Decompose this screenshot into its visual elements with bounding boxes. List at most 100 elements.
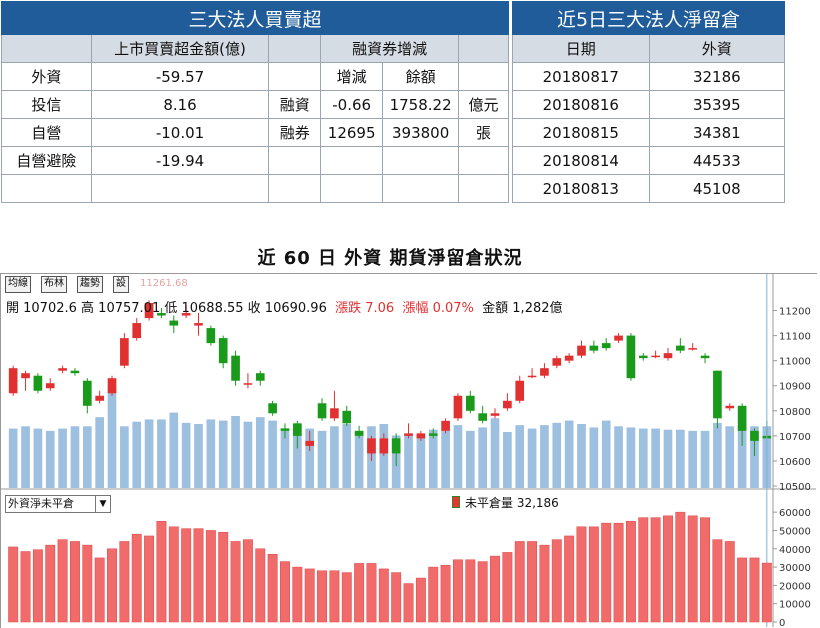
oi-bar [588, 526, 599, 623]
oi-bar [428, 566, 439, 623]
volume-bar [305, 428, 315, 488]
volume-bar [552, 422, 562, 488]
pct-value: 漲幅 0.07% [402, 301, 474, 316]
col-foreign-header: 外資 [648, 34, 786, 63]
table-row: 外資 -59.57 增減 餘額 [1, 62, 509, 91]
oi-bar [267, 554, 278, 623]
oi-bar [613, 522, 624, 623]
volume-bar [95, 417, 104, 488]
candle-body [626, 335, 636, 379]
oi-bar [193, 528, 204, 623]
candle-body [614, 335, 623, 341]
candle-body [45, 383, 55, 389]
oi-bar [317, 570, 327, 623]
candle-body [527, 375, 537, 378]
oi-bar [354, 563, 365, 623]
oi-bar [650, 517, 661, 623]
candle-body [231, 355, 240, 381]
col-margin-header: 融資券增減 [320, 34, 460, 63]
oi-bar [156, 521, 167, 623]
volume-bar [441, 430, 450, 488]
volume-bar [255, 417, 265, 488]
oi-y-tick-label: 10000 [779, 600, 811, 611]
candle-body [268, 403, 277, 414]
settings-button[interactable]: 設 [113, 276, 129, 293]
trend-button[interactable]: 趨勢 [77, 276, 103, 293]
candle-body [651, 355, 660, 358]
table-row: 投信 8.16 融資 -0.66 1758.22 億元 [1, 90, 509, 119]
oi-bar [403, 583, 414, 623]
oi-bar [168, 526, 179, 623]
indicator-select[interactable]: 外資淨未平倉 ▼ [5, 495, 111, 513]
sub-change-header: 增減 [320, 62, 384, 91]
volume-bar [107, 388, 117, 488]
col-date-header: 日期 [512, 34, 650, 63]
candle-body [465, 395, 475, 411]
candle-body [354, 430, 364, 436]
candle-body [750, 430, 759, 441]
volume-bar [688, 430, 698, 488]
oi-y-tick-label: 20000 [779, 581, 811, 592]
candle-body [737, 405, 747, 431]
oi-bar [341, 572, 352, 623]
candle-body [21, 373, 30, 379]
close-value: 收 10690.96 [247, 301, 327, 316]
retention-title: 近5日三大法人淨留倉 [512, 1, 785, 35]
low-value: 低 10688.55 [164, 301, 244, 316]
oi-bar [119, 541, 130, 623]
ma-button[interactable]: 均線 [5, 276, 31, 293]
volume-bar [194, 424, 203, 488]
oi-bar [440, 564, 451, 623]
volume-bar [713, 422, 722, 488]
oi-bar [490, 555, 500, 623]
oi-bar [255, 548, 266, 623]
candle-body [416, 433, 426, 439]
volume-bar [70, 426, 80, 488]
candle-body [157, 313, 166, 316]
amount-value: 金額 1,282億 [482, 301, 563, 316]
volume-bar [45, 430, 55, 488]
y-tick-label: 11200 [779, 307, 811, 318]
oi-bar [564, 535, 575, 623]
candle-body [194, 323, 203, 326]
oi-bar [378, 568, 389, 623]
volume-bar [428, 429, 438, 488]
oi-bar [724, 541, 735, 623]
volume-bar [58, 428, 67, 488]
candle-body [700, 355, 710, 359]
volume-bar [478, 427, 487, 488]
oi-bar [181, 528, 192, 623]
retention-table: 近5日三大法人淨留倉 日期 外資 20180817 32186 20180816 3… [512, 1, 786, 203]
oi-bar [737, 557, 748, 623]
oi-bar [415, 577, 426, 623]
oi-legend: 未平倉量 32,186 [452, 494, 559, 511]
candle-body [8, 368, 18, 394]
volume-bar [330, 426, 339, 488]
volume-bar [750, 426, 759, 488]
oi-bar [304, 568, 315, 623]
candle-body [688, 348, 698, 350]
chevron-down-icon[interactable]: ▼ [95, 496, 110, 512]
oi-bar [539, 544, 550, 623]
oi-bar [8, 546, 19, 623]
oi-bar [144, 535, 155, 623]
oi-bar [57, 539, 68, 623]
volume-bar [416, 435, 426, 488]
volume-bar [132, 421, 142, 488]
bollinger-button[interactable]: 布林 [41, 276, 67, 293]
oi-bar [551, 539, 562, 623]
oi-bar [329, 570, 340, 623]
volume-bar [564, 420, 574, 488]
candle-body [540, 368, 549, 376]
oi-bar [601, 522, 612, 623]
oi-bar [712, 539, 723, 623]
volume-bar [503, 432, 512, 488]
volume-bar [638, 428, 648, 488]
candle-body [638, 355, 648, 359]
oi-bar [45, 544, 56, 623]
candle-body [478, 413, 487, 421]
high-value: 高 10757.01 [81, 301, 161, 316]
candle-body [58, 368, 67, 371]
candle-body [490, 413, 500, 416]
